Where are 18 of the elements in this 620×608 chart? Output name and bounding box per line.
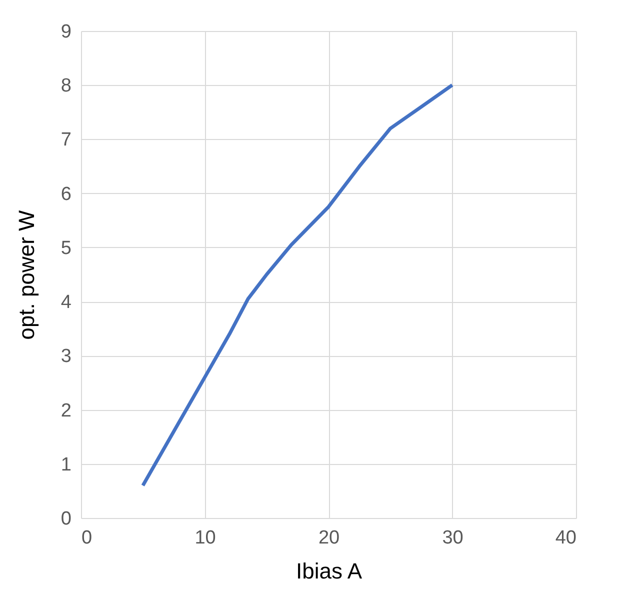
x-tick-label: 20 xyxy=(318,528,340,548)
x-tick-label: 30 xyxy=(442,528,464,548)
y-tick-label: 6 xyxy=(60,184,72,205)
y-tick-label: 8 xyxy=(60,76,72,97)
x-tick-label: 40 xyxy=(555,528,576,548)
y-tick-label: 1 xyxy=(60,454,72,476)
y-tick-label: 3 xyxy=(60,346,72,368)
y-tick-label: 7 xyxy=(60,130,72,151)
y-axis-title: opt. power W xyxy=(14,210,39,340)
y-tick-label: 0 xyxy=(60,508,72,530)
x-tick-label: 0 xyxy=(82,528,92,548)
y-tick-label: 2 xyxy=(60,400,72,422)
line-series xyxy=(141,83,454,488)
y-tick-label: 4 xyxy=(60,292,72,314)
x-tick-label: 10 xyxy=(194,528,216,548)
y-tick-label: 9 xyxy=(60,22,72,42)
x-axis-title: Ibias A xyxy=(296,558,362,584)
y-tick-label: 5 xyxy=(60,238,72,259)
